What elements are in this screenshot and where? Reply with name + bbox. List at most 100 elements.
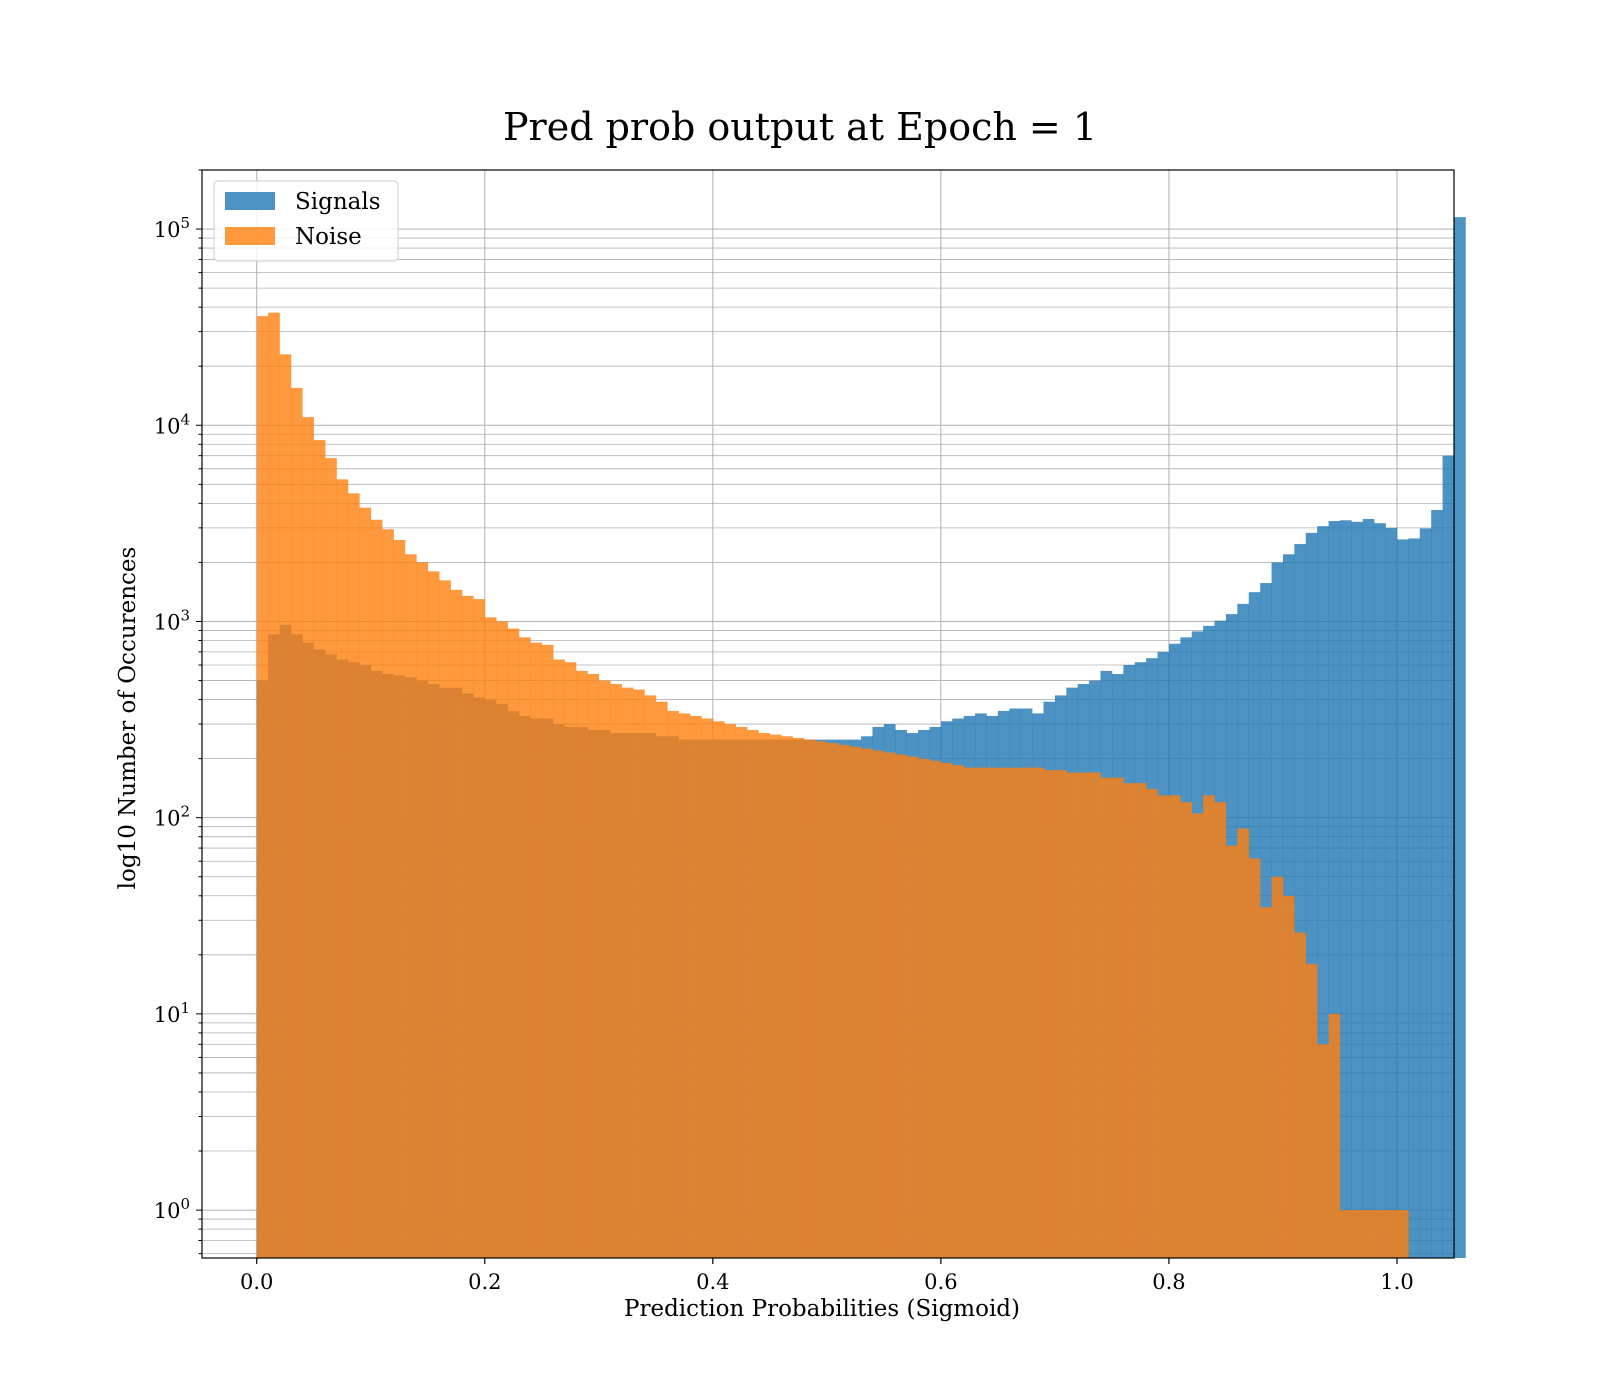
noise-bar bbox=[1191, 813, 1204, 1258]
signals-bar bbox=[1374, 523, 1386, 1258]
noise-bar bbox=[256, 316, 269, 1258]
signals-bar bbox=[1385, 527, 1398, 1258]
noise-bar bbox=[804, 739, 816, 1258]
noise-bar bbox=[610, 684, 622, 1258]
noise-bar bbox=[279, 354, 292, 1258]
x-tick-label: 0.2 bbox=[468, 1270, 501, 1294]
noise-bar bbox=[918, 758, 930, 1258]
noise-bar bbox=[1396, 1210, 1409, 1258]
noise-bar bbox=[883, 752, 896, 1258]
legend: Signals Noise bbox=[213, 180, 399, 262]
noise-bar bbox=[1180, 802, 1193, 1258]
y-tick-label: 103 bbox=[154, 606, 190, 634]
noise-bar bbox=[507, 628, 520, 1258]
noise-bar bbox=[906, 756, 919, 1258]
noise-bar bbox=[564, 662, 577, 1258]
noise-bar bbox=[1009, 767, 1022, 1258]
noise-bar bbox=[268, 312, 280, 1258]
noise-bar bbox=[530, 642, 543, 1258]
noise-bar bbox=[325, 458, 337, 1258]
noise-bar bbox=[1157, 795, 1170, 1258]
noise-bar bbox=[986, 767, 999, 1258]
noise-bar bbox=[290, 387, 303, 1258]
noise-bar bbox=[952, 765, 964, 1258]
noise-bar bbox=[655, 701, 668, 1258]
signals-bar bbox=[1294, 544, 1307, 1258]
chart-title: Pred prob output at Epoch = 1 bbox=[503, 105, 1097, 149]
x-tick-label: 0.6 bbox=[924, 1270, 957, 1294]
noise-bar bbox=[1260, 907, 1272, 1258]
noise-bar bbox=[690, 715, 702, 1258]
signals-legend-swatch bbox=[225, 192, 275, 210]
noise-bar bbox=[940, 762, 953, 1258]
noise-bar bbox=[1077, 772, 1090, 1258]
noise-bar bbox=[1020, 767, 1033, 1258]
noise-bar bbox=[849, 746, 862, 1258]
noise-bar bbox=[404, 554, 417, 1258]
noise-bar bbox=[678, 713, 691, 1258]
plot-frame bbox=[201, 169, 1455, 1259]
x-axis-ticks: 0.0 0.2 0.4 0.6 0.8 1.0 bbox=[240, 1258, 1414, 1294]
y-axis-label: log10 Number of Occurences bbox=[115, 547, 141, 890]
noise-bar bbox=[1271, 876, 1284, 1258]
noise-bar bbox=[621, 687, 634, 1258]
y-tick-label: 100 bbox=[154, 1195, 190, 1223]
noise-bar bbox=[838, 744, 850, 1258]
signals-bar bbox=[1317, 526, 1329, 1258]
noise-bar bbox=[1351, 1210, 1364, 1258]
noise-bar bbox=[1214, 802, 1227, 1258]
x-tick-label: 0.0 bbox=[240, 1270, 273, 1294]
noise-bar bbox=[1282, 895, 1295, 1258]
noise-bar bbox=[792, 737, 805, 1258]
noise-bar bbox=[541, 644, 554, 1258]
noise-bars bbox=[256, 312, 1409, 1259]
noise-bar bbox=[1111, 777, 1124, 1258]
signals-bar bbox=[1362, 518, 1375, 1258]
noise-bar bbox=[439, 580, 451, 1258]
noise-bar bbox=[1305, 963, 1318, 1258]
signals-bar bbox=[1396, 539, 1409, 1258]
noise-bar bbox=[963, 767, 976, 1258]
noise-bar bbox=[496, 621, 508, 1258]
noise-bar bbox=[1054, 770, 1067, 1258]
noise-bar bbox=[872, 750, 885, 1258]
signals-bar bbox=[1351, 521, 1364, 1258]
noise-bar bbox=[861, 748, 873, 1258]
noise-bar bbox=[724, 724, 736, 1258]
noise-bar bbox=[633, 689, 645, 1258]
noise-bar bbox=[359, 507, 372, 1258]
noise-bar bbox=[370, 519, 383, 1258]
signals-bar bbox=[1408, 538, 1421, 1258]
noise-bar bbox=[1123, 783, 1136, 1258]
noise-bar bbox=[1089, 772, 1101, 1258]
signals-bar bbox=[1328, 521, 1341, 1258]
noise-bar bbox=[747, 729, 759, 1258]
noise-bar bbox=[997, 767, 1010, 1258]
noise-bar bbox=[1385, 1210, 1398, 1258]
signals-bar bbox=[1339, 520, 1352, 1258]
noise-bar bbox=[461, 595, 474, 1258]
noise-bar bbox=[1317, 1044, 1329, 1258]
noise-bar bbox=[1032, 767, 1044, 1258]
noise-bar bbox=[1294, 932, 1307, 1258]
y-tick-label: 104 bbox=[154, 410, 190, 438]
noise-bar bbox=[826, 743, 839, 1258]
noise-bar bbox=[667, 710, 679, 1258]
noise-bar bbox=[1328, 1013, 1341, 1258]
noise-bar bbox=[758, 733, 771, 1258]
y-tick-label: 102 bbox=[154, 803, 190, 831]
x-axis-label: Prediction Probabilities (Sigmoid) bbox=[624, 1296, 1020, 1322]
noise-bar bbox=[427, 571, 440, 1258]
noise-bar bbox=[416, 562, 429, 1258]
noise-bar bbox=[1043, 770, 1056, 1258]
noise-bar bbox=[1374, 1210, 1386, 1258]
noise-bar bbox=[393, 540, 406, 1258]
noise-legend-swatch bbox=[225, 227, 275, 245]
noise-bar bbox=[302, 417, 315, 1259]
noise-bar bbox=[769, 734, 782, 1258]
noise-bar bbox=[382, 529, 394, 1258]
x-tick-label: 1.0 bbox=[1380, 1270, 1413, 1294]
noise-bar bbox=[929, 760, 942, 1258]
noise-bar bbox=[1146, 789, 1158, 1258]
noise-bar bbox=[336, 479, 349, 1258]
